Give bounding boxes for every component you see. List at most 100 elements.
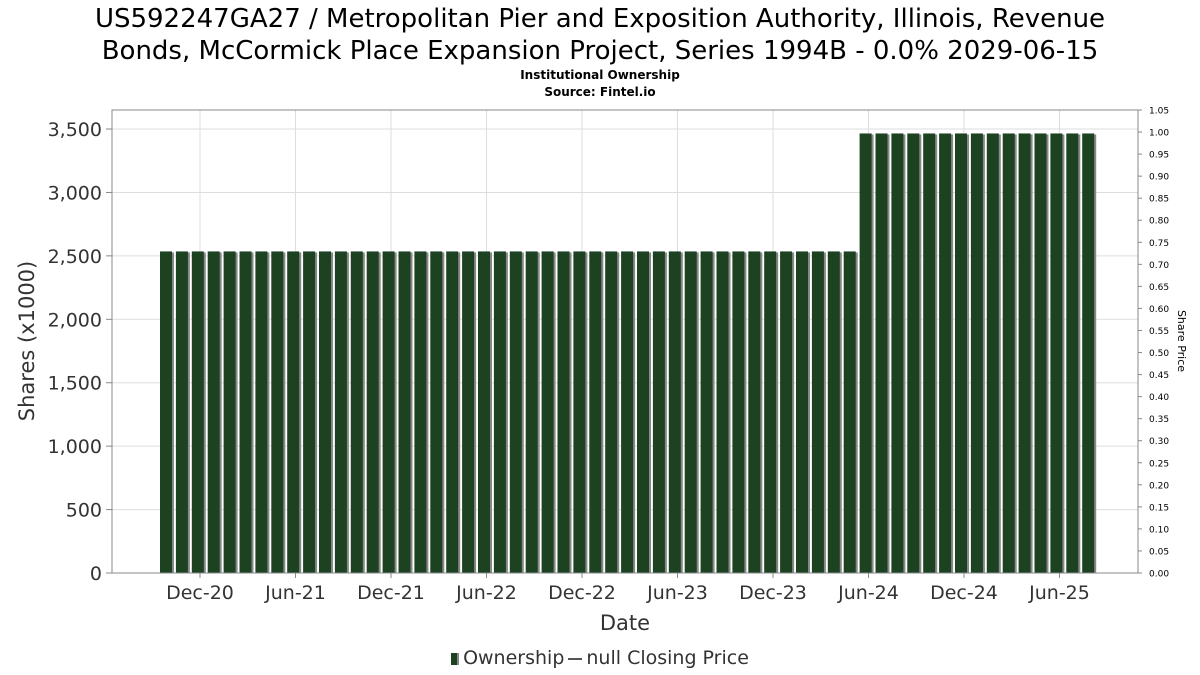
y-tick-label: 2,500 xyxy=(48,246,102,268)
ownership-bar xyxy=(811,251,824,573)
price-legend-line xyxy=(568,657,583,660)
y-tick-label: 1,500 xyxy=(48,373,102,395)
x-tick-label: Dec-24 xyxy=(930,582,998,604)
y2-tick-label: 0.00 xyxy=(1149,570,1169,580)
x-tick-label: Dec-23 xyxy=(739,582,807,604)
ownership-bar xyxy=(191,251,204,573)
y2-tick-label: 0.90 xyxy=(1149,173,1169,183)
ownership-bar xyxy=(478,251,490,573)
ownership-bar xyxy=(414,251,427,573)
y2-tick-label: 1.00 xyxy=(1149,129,1169,139)
secondary-y-axis-label: Share Price xyxy=(1175,310,1188,372)
y2-tick-label: 0.20 xyxy=(1149,481,1169,491)
y2-tick-label: 0.05 xyxy=(1149,547,1169,557)
ownership-bar xyxy=(334,251,347,573)
ownership-bar xyxy=(525,251,538,573)
y2-tick-label: 0.95 xyxy=(1149,151,1169,161)
chart-subtitle: Institutional Ownership xyxy=(520,68,680,82)
ownership-bar xyxy=(1082,133,1095,574)
ownership-bar xyxy=(796,251,808,573)
y2-tick-label: 0.40 xyxy=(1149,393,1169,403)
ownership-bar xyxy=(652,251,665,573)
y2-tick-label: 0.30 xyxy=(1149,437,1169,447)
ownership-bar xyxy=(843,251,856,573)
y2-tick-label: 0.65 xyxy=(1149,283,1169,293)
ownership-bar xyxy=(970,133,983,574)
ownership-bar xyxy=(859,133,872,574)
x-tick-label: Jun-22 xyxy=(455,582,517,604)
y2-tick-label: 0.25 xyxy=(1149,459,1169,469)
chart-source: Source: Fintel.io xyxy=(544,85,656,99)
ownership-bar xyxy=(1034,133,1047,574)
ownership-bar xyxy=(1002,133,1015,574)
ownership-bar xyxy=(160,251,172,573)
ownership-bar xyxy=(462,251,475,573)
ownership-bar xyxy=(907,133,920,574)
y2-tick-label: 0.45 xyxy=(1149,371,1169,381)
y-tick-label: 3,000 xyxy=(48,182,102,204)
y2-tick-label: 0.15 xyxy=(1149,503,1169,513)
y2-tick-label: 0.85 xyxy=(1149,195,1169,205)
ownership-bar xyxy=(986,133,999,574)
y2-tick-label: 0.35 xyxy=(1149,415,1169,425)
ownership-bar xyxy=(271,251,284,573)
ownership-legend-swatch xyxy=(451,652,460,665)
ownership-bar xyxy=(255,251,268,573)
ownership-bar xyxy=(303,251,316,573)
ownership-bar xyxy=(637,251,649,573)
price-legend-label: null Closing Price xyxy=(586,647,749,669)
ownership-bar xyxy=(668,251,681,573)
ownership-bar xyxy=(350,251,363,573)
ownership-bar xyxy=(827,251,840,573)
ownership-bar xyxy=(430,251,443,573)
ownership-bar xyxy=(891,133,904,574)
ownership-bar xyxy=(748,251,761,573)
ownership-bar xyxy=(923,133,936,574)
ownership-bar xyxy=(716,251,729,573)
ownership-bar xyxy=(732,251,745,573)
ownership-bar xyxy=(605,251,618,573)
y2-tick-label: 0.80 xyxy=(1149,217,1169,227)
ownership-bar xyxy=(207,251,220,573)
x-tick-label: Jun-21 xyxy=(264,582,326,604)
ownership-bar xyxy=(573,251,586,573)
y2-tick-label: 0.50 xyxy=(1149,349,1169,359)
x-tick-label: Jun-25 xyxy=(1028,582,1090,604)
y2-tick-label: 1.05 xyxy=(1149,107,1169,117)
ownership-bar xyxy=(223,251,236,573)
y-tick-label: 500 xyxy=(66,500,102,522)
y-tick-label: 2,000 xyxy=(48,309,102,331)
ownership-bar xyxy=(1018,133,1031,574)
plot-area-border xyxy=(111,109,1139,574)
ownership-bar xyxy=(366,251,379,573)
x-tick-label: Dec-21 xyxy=(357,582,425,604)
ownership-bar xyxy=(287,251,300,573)
y2-tick-label: 0.10 xyxy=(1149,525,1169,535)
x-tick-label: Dec-22 xyxy=(548,582,616,604)
y-tick-label: 3,500 xyxy=(48,119,102,141)
y-tick-label: 1,000 xyxy=(48,436,102,458)
ownership-bar xyxy=(939,133,952,574)
ownership-bar xyxy=(446,251,459,573)
ownership-bar xyxy=(589,251,602,573)
ownership-bar xyxy=(1066,133,1079,574)
x-tick-label: Jun-24 xyxy=(837,582,899,604)
ownership-bar xyxy=(780,251,793,573)
ownership-legend-label: Ownership xyxy=(463,647,565,669)
ownership-bar xyxy=(557,251,570,573)
x-tick-label: Dec-20 xyxy=(166,582,234,604)
x-axis-label: Date xyxy=(600,611,650,635)
ownership-bar xyxy=(700,251,713,573)
ownership-bar xyxy=(493,251,506,573)
y2-tick-label: 0.55 xyxy=(1149,327,1169,337)
ownership-bar xyxy=(621,251,634,573)
ownership-bar xyxy=(684,251,697,573)
y2-tick-label: 0.60 xyxy=(1149,305,1169,315)
ownership-bar xyxy=(1050,133,1063,574)
y2-tick-label: 0.75 xyxy=(1149,239,1169,249)
ownership-bar xyxy=(509,251,522,573)
ownership-bar xyxy=(541,251,554,573)
legend: Ownership null Closing Price xyxy=(0,647,1200,669)
chart-title-line-2: Bonds, McCormick Place Expansion Project… xyxy=(101,36,1099,66)
